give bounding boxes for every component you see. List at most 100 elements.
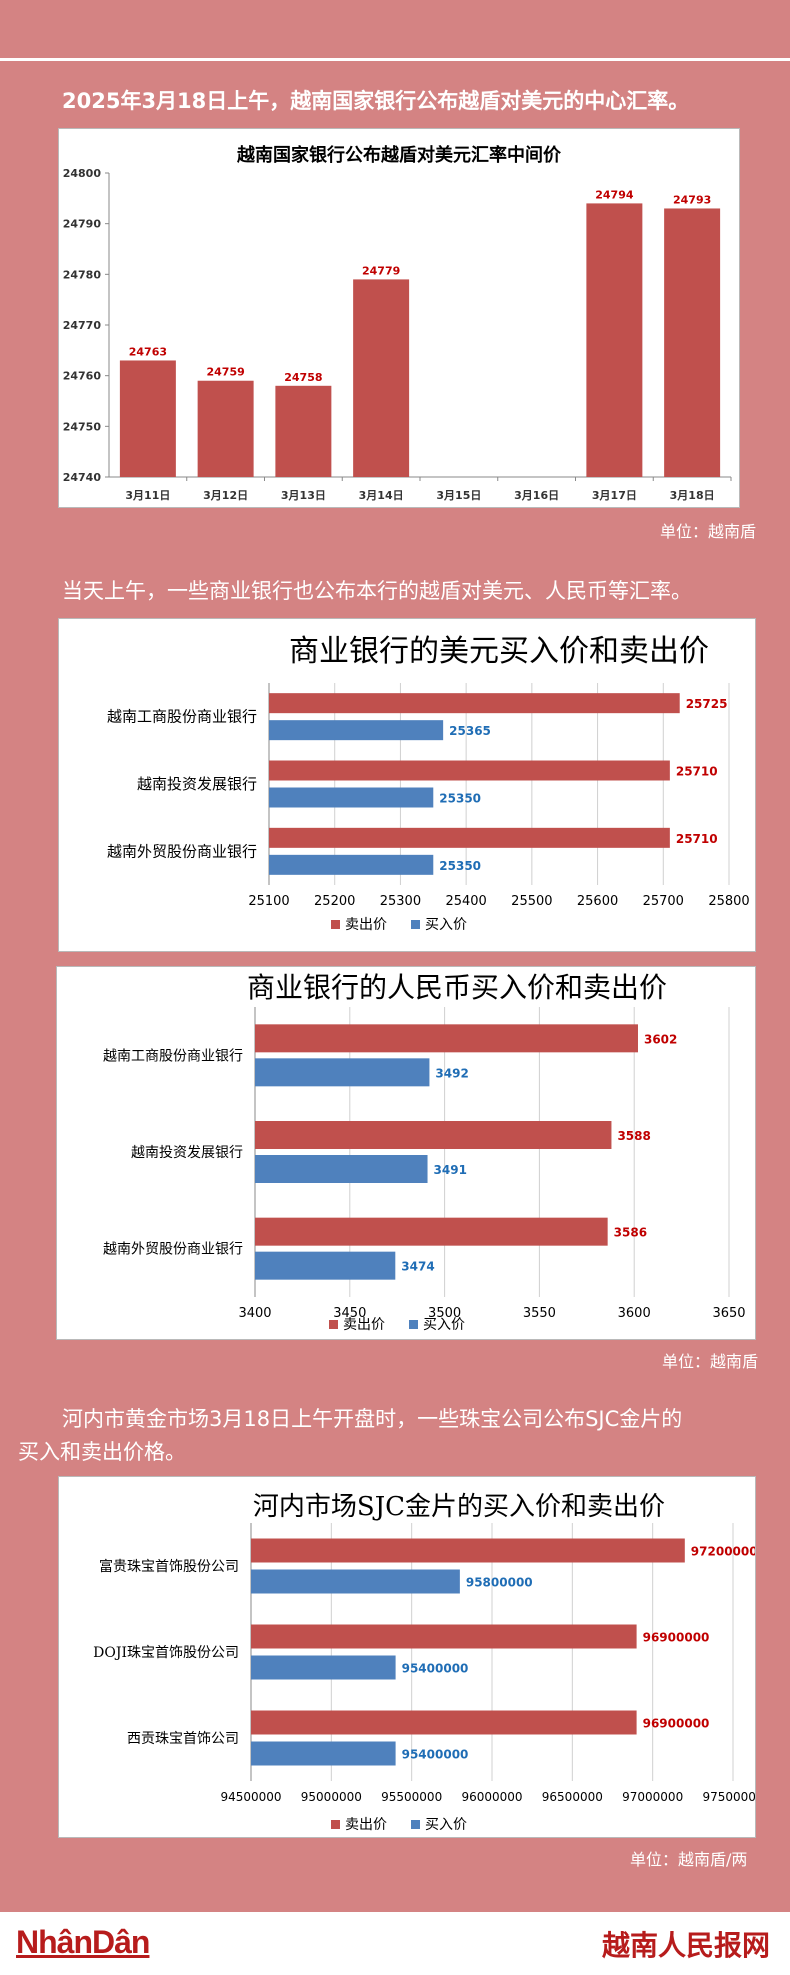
x-tick-label: 95500000 [381, 1790, 442, 1804]
chart-title: 商业银行的美元买入价和卖出价 [289, 634, 709, 669]
legend-label: 买入价 [423, 1317, 465, 1333]
legend-swatch [331, 920, 340, 929]
x-tick-label: 25500 [511, 894, 552, 909]
chart-title: 河内市场SJC金片的买入价和卖出价 [253, 1492, 665, 1522]
x-tick-label: 25100 [248, 894, 289, 909]
bar [353, 279, 410, 477]
data-label: 25350 [439, 859, 481, 873]
bar-buy [251, 1569, 460, 1594]
category-label: 富贵珠宝首饰股份公司 [99, 1558, 239, 1575]
data-label: 24794 [595, 188, 634, 201]
x-tick-label: 3月17日 [592, 489, 637, 502]
bar-sell [269, 693, 680, 714]
data-label: 25710 [676, 765, 718, 779]
bar [197, 380, 254, 477]
intro-text-gold-line1: 河内市黄金市场3月18日上午开盘时，一些珠宝公司公布SJC金片的 [62, 1407, 683, 1431]
category-label: 越南工商股份商业银行 [103, 1048, 243, 1064]
data-label: 97200000 [691, 1545, 755, 1559]
chart-central-rate: 越南国家银行公布越盾对美元汇率中间价 24740 24750 24760 24770 24… [63, 144, 732, 502]
category-label: 西贡珠宝首饰公司 [127, 1731, 239, 1747]
intro-text-central-rate: 2025年3月18日上午，越南国家银行公布越盾对美元的中心汇率。 [62, 89, 690, 113]
data-label: 3492 [435, 1066, 468, 1080]
legend-swatch [331, 1820, 340, 1829]
data-label: 95400000 [402, 1748, 469, 1762]
data-label: 24759 [206, 366, 244, 379]
data-label: 3474 [401, 1260, 434, 1274]
y-tick-label: 24770 [63, 319, 102, 332]
data-label: 25710 [676, 832, 718, 846]
chart-panel-central-rate: 越南国家银行公布越盾对美元汇率中间价 24740 24750 24760 24770 24… [58, 128, 740, 508]
legend-label: 买入价 [425, 917, 467, 933]
bar-buy [269, 720, 444, 741]
x-tick-label: 25700 [643, 894, 684, 909]
data-label: 3602 [644, 1032, 677, 1046]
bar-sell [255, 1217, 608, 1246]
unit-label-3: 单位：越南盾/两 [630, 1850, 748, 1869]
chart-panel-usd: 商业银行的美元买入价和卖出价 25100 25200 25300 25400 25500 2… [58, 618, 756, 952]
data-label: 96900000 [643, 1717, 710, 1731]
chart-title: 越南国家银行公布越盾对美元汇率中间价 [236, 144, 562, 166]
x-tick-label: 25200 [314, 894, 355, 909]
y-tick-label: 24800 [63, 167, 102, 180]
bar-buy [255, 1155, 428, 1183]
x-tick-label: 3月11日 [125, 489, 170, 502]
bar-sell [269, 827, 670, 848]
chart-usd-rates: 商业银行的美元买入价和卖出价 25100 25200 25300 25400 25500 2… [107, 634, 750, 933]
x-tick-label: 3500 [428, 1306, 461, 1321]
data-label: 96900000 [643, 1631, 710, 1645]
x-tick-label: 3600 [618, 1306, 651, 1321]
legend-label: 买入价 [425, 1817, 467, 1833]
data-label: 25365 [449, 724, 491, 738]
x-tick-label: 96500000 [542, 1790, 603, 1804]
bar-sell [255, 1121, 612, 1149]
footer-bar: NhânDân 越南人民报网 [0, 1912, 790, 1975]
unit-label-1: 单位：越南盾 [660, 522, 757, 541]
chart-sjc-gold: 河内市场SJC金片的买入价和卖出价 94500000 95000000 9550000… [93, 1492, 755, 1833]
legend-label: 卖出价 [343, 1317, 385, 1333]
x-tick-label: 3月18日 [670, 489, 715, 502]
x-tick-label: 3月15日 [436, 489, 481, 502]
y-tick-label: 24760 [63, 370, 102, 383]
x-tick-label: 25800 [708, 894, 749, 909]
y-tick-label: 24790 [63, 218, 102, 231]
data-label: 25350 [439, 792, 481, 806]
x-tick-label: 3400 [238, 1306, 271, 1321]
bar [275, 385, 332, 477]
bar-sell [251, 1710, 637, 1735]
legend-swatch [411, 920, 420, 929]
data-label: 24793 [673, 193, 711, 206]
unit-label-2: 单位：越南盾 [662, 1352, 759, 1371]
intro-text-gold-line2: 买入和卖出价格。 [18, 1440, 186, 1464]
bar-buy [269, 787, 434, 808]
category-label: 越南投资发展银行 [137, 775, 257, 793]
data-label: 24758 [284, 371, 322, 384]
chart-panel-gold: 河内市场SJC金片的买入价和卖出价 94500000 95000000 9550000… [58, 1476, 756, 1838]
nhandan-logo[interactable]: NhânDân [16, 1924, 150, 1960]
category-label: DOJI珠宝首饰股份公司 [93, 1645, 239, 1661]
x-tick-label: 97500000 [702, 1790, 755, 1804]
bar-sell [251, 1624, 637, 1649]
x-tick-label: 3450 [333, 1306, 366, 1321]
x-tick-label: 3月14日 [359, 489, 404, 502]
legend-swatch [409, 1320, 418, 1329]
category-label: 越南外贸股份商业银行 [103, 1242, 243, 1258]
bar-sell [251, 1538, 685, 1563]
category-label: 越南工商股份商业银行 [107, 708, 257, 726]
data-label: 95800000 [466, 1576, 533, 1590]
bar [586, 203, 643, 477]
x-tick-label: 96000000 [461, 1790, 522, 1804]
legend-label: 卖出价 [345, 917, 387, 933]
data-label: 3588 [617, 1129, 650, 1143]
x-tick-label: 25600 [577, 894, 618, 909]
bar-buy [251, 1741, 396, 1766]
bar [664, 208, 721, 477]
data-label: 24763 [129, 345, 167, 358]
legend-swatch [411, 1820, 420, 1829]
data-label: 95400000 [402, 1662, 469, 1676]
data-label: 3586 [614, 1226, 647, 1240]
data-label: 24779 [362, 264, 400, 277]
x-tick-label: 95000000 [301, 1790, 362, 1804]
x-tick-label: 3月12日 [203, 489, 248, 502]
site-name-logo[interactable]: 越南人民报网 [601, 1929, 770, 1962]
x-tick-label: 3650 [712, 1306, 745, 1321]
